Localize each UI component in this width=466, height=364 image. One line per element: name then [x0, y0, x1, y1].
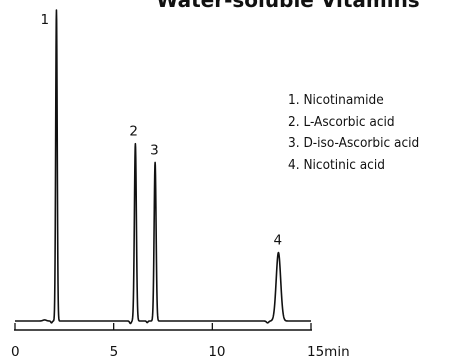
- legend-item-3: 3. D-iso-Ascorbic acid: [288, 135, 420, 151]
- x-tick-label: 15min: [307, 344, 350, 360]
- peak-label: 2: [129, 124, 138, 140]
- x-tick-label: 0: [11, 344, 20, 360]
- legend-item-4: 4. Nicotinic acid: [288, 156, 385, 173]
- x-tick-label: 5: [110, 344, 119, 360]
- peak-label: 4: [273, 233, 282, 249]
- legend: 1. Nicotinamide 2. L-Ascorbic acid 3. D-…: [288, 90, 419, 176]
- legend-item-1: 1. Nicotinamide: [288, 92, 384, 108]
- peak-labels: 1 23 4: [40, 12, 282, 249]
- x-tick-label: 10: [208, 344, 225, 360]
- peak-label: 3: [150, 142, 159, 158]
- chart-title: Water-soluble Vitamins: [156, 0, 420, 12]
- x-axis-ticks: 0 5 10 15min: [11, 323, 350, 360]
- chromatogram-trace: [14, 9, 312, 325]
- legend-item-2: 2. L-Ascorbic acid: [288, 113, 395, 130]
- peak-label: 1: [40, 12, 49, 28]
